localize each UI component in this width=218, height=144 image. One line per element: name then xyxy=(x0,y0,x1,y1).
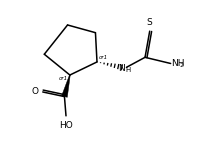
Text: O: O xyxy=(32,87,39,96)
Polygon shape xyxy=(62,75,70,97)
Text: N: N xyxy=(118,64,125,73)
Text: NH: NH xyxy=(171,59,185,68)
Text: HO: HO xyxy=(59,121,73,130)
Text: or1: or1 xyxy=(99,55,108,60)
Text: H: H xyxy=(126,67,131,73)
Text: S: S xyxy=(147,18,153,27)
Text: or1: or1 xyxy=(59,76,68,81)
Text: 2: 2 xyxy=(180,63,184,68)
